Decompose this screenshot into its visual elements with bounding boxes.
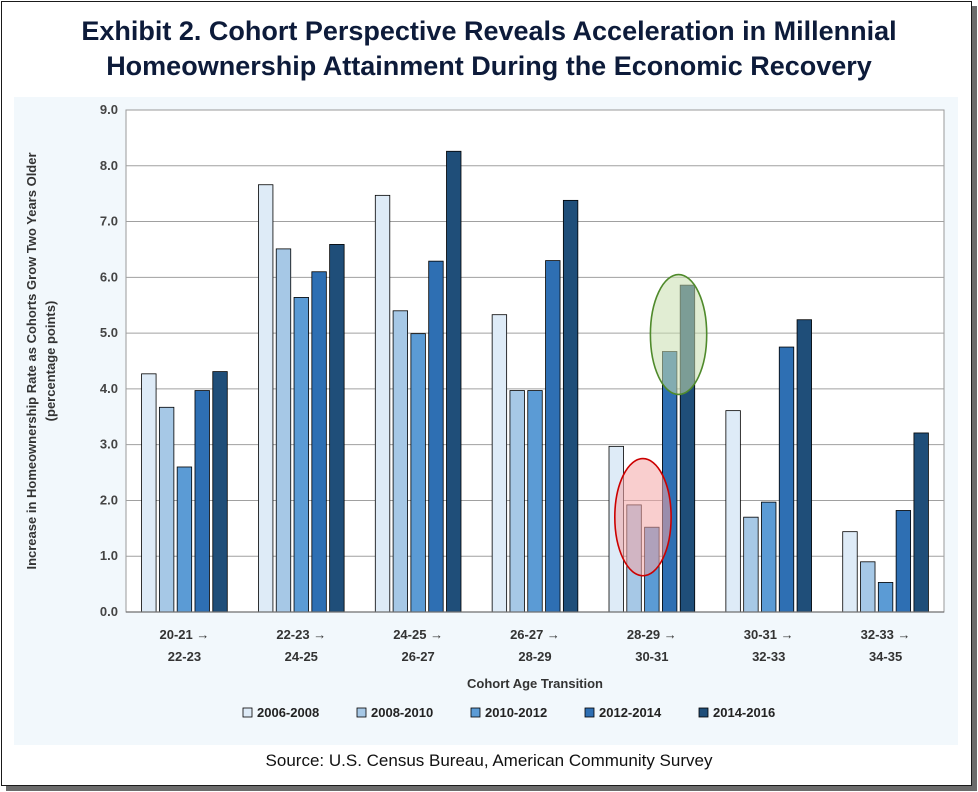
highlight-ellipse <box>614 457 672 577</box>
bar <box>293 297 309 613</box>
y-tick-label: 3.0 <box>100 437 118 452</box>
highlight-ellipse <box>649 273 708 396</box>
y-tick-label: 8.0 <box>100 158 118 173</box>
x-tick-label: 26-27 → <box>510 627 560 642</box>
bar <box>258 184 274 613</box>
x-tick-label: 22-23 <box>168 649 201 664</box>
legend-label: 2008-2010 <box>371 705 433 720</box>
bar <box>913 432 929 613</box>
bar <box>141 373 157 613</box>
x-tick-label: 28-29 <box>518 649 551 664</box>
bar <box>778 346 795 613</box>
bar <box>212 371 228 613</box>
bar <box>725 410 741 613</box>
x-tick-label: 28-29 → <box>627 627 677 642</box>
legend-swatch <box>356 707 367 718</box>
legend-label: 2010-2012 <box>485 705 547 720</box>
y-tick-label: 9.0 <box>100 102 118 117</box>
bar <box>545 260 561 613</box>
bar <box>743 516 759 613</box>
bar <box>877 582 894 613</box>
legend-swatch <box>584 707 595 718</box>
y-tick-label: 6.0 <box>100 269 118 284</box>
bar <box>176 466 193 613</box>
source-note: Source: U.S. Census Bureau, American Com… <box>265 751 713 770</box>
bar <box>860 561 876 613</box>
y-axis-title: Increase in Homeownership Rate as Cohort… <box>24 152 39 569</box>
x-tick-label: 34-35 <box>869 649 902 664</box>
legend-label: 2014-2016 <box>713 705 775 720</box>
bar <box>374 194 391 613</box>
bar <box>796 319 812 613</box>
legend-swatch <box>698 707 709 718</box>
bar <box>329 244 345 613</box>
x-tick-label: 24-25 → <box>393 627 443 642</box>
bar <box>410 333 426 613</box>
x-tick-label: 32-33 → <box>861 627 911 642</box>
y-tick-label: 1.0 <box>100 548 118 563</box>
bar <box>842 531 858 613</box>
bar <box>194 390 210 613</box>
x-tick-label: 20-21 → <box>159 627 209 642</box>
y-tick-label: 7.0 <box>100 214 118 229</box>
bar <box>275 248 292 613</box>
x-tick-label: 26-27 <box>402 649 435 664</box>
y-tick-label: 2.0 <box>100 492 118 507</box>
bar-chart: 0.0 1.0 2.0 3.0 4.0 5.0 6.0 7.0 8.0 9.0 20-21 → 22-… <box>24 102 945 720</box>
bar <box>491 314 508 613</box>
bar <box>158 406 175 613</box>
bar <box>562 199 579 613</box>
y-tick-label: 0.0 <box>100 604 118 619</box>
bar <box>311 271 327 613</box>
bar <box>446 150 462 613</box>
legend-swatch <box>470 707 481 718</box>
bar <box>527 390 543 613</box>
y-axis-subtitle: (percentage points) <box>43 301 58 422</box>
bar <box>509 390 525 613</box>
y-tick-label: 4.0 <box>100 381 118 396</box>
bar <box>392 310 408 613</box>
bar <box>428 260 444 613</box>
legend-label: 2012-2014 <box>599 705 662 720</box>
x-tick-label: 32-33 <box>752 649 785 664</box>
chart-title-line-2: Homeownership Attainment During the Econ… <box>106 51 872 81</box>
x-axis-title: Cohort Age Transition <box>467 676 603 691</box>
bar <box>895 510 912 613</box>
legend-label: 2006-2008 <box>257 705 319 720</box>
chart-title: Exhibit 2. Cohort Perspective Reveals Ac… <box>0 14 978 84</box>
chart-title-line-1: Exhibit 2. Cohort Perspective Reveals Ac… <box>81 16 897 46</box>
x-tick-label: 30-31 <box>635 649 668 664</box>
y-tick-label: 5.0 <box>100 325 118 340</box>
x-tick-label: 24-25 <box>285 649 318 664</box>
bar <box>761 501 777 613</box>
plot-panel: 0.0 1.0 2.0 3.0 4.0 5.0 6.0 7.0 8.0 9.0 20-21 → 22-… <box>14 97 958 745</box>
legend-swatch <box>242 707 253 718</box>
x-tick-label: 22-23 → <box>276 627 326 642</box>
x-tick-label: 30-31 → <box>744 627 794 642</box>
